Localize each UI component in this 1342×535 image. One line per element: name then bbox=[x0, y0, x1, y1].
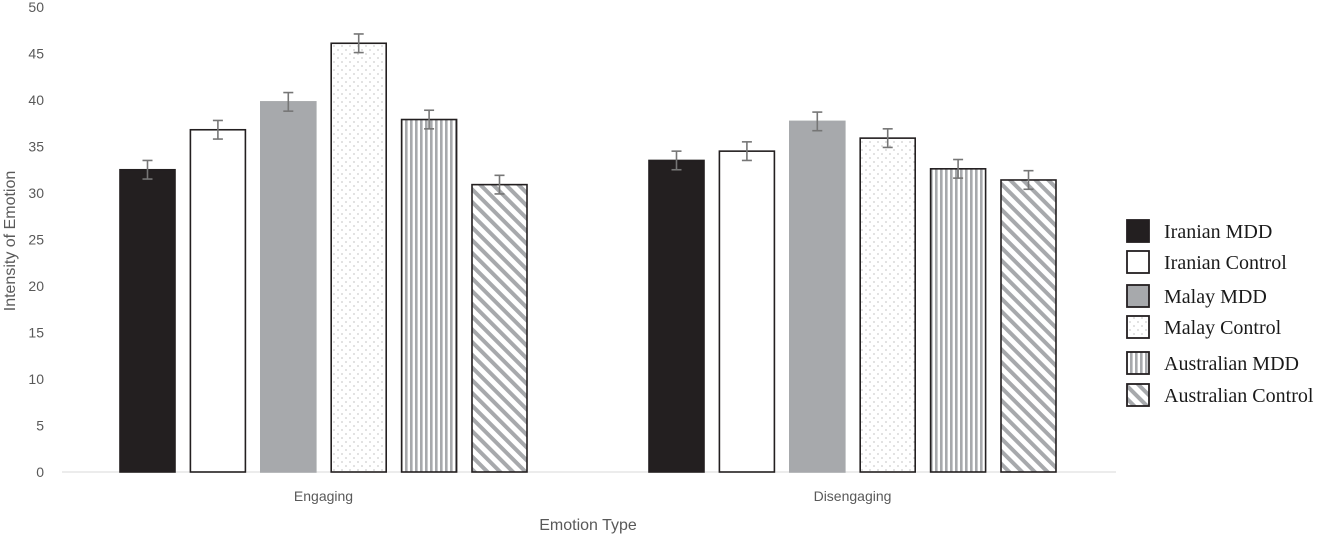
bar-malay-control-engaging bbox=[330, 42, 388, 473]
legend-swatch bbox=[1126, 351, 1150, 375]
x-axis-ticks: Engaging Disengaging bbox=[294, 488, 892, 504]
error-bar bbox=[671, 150, 682, 171]
legend-item: Malay MDD bbox=[1126, 284, 1267, 308]
x-axis-title: Emotion Type bbox=[539, 517, 637, 534]
error-bar bbox=[353, 33, 364, 54]
bar-malay-control-disengaging bbox=[859, 137, 917, 473]
bar-malay-mdd-engaging bbox=[259, 101, 317, 473]
error-bar bbox=[882, 128, 893, 149]
error-bar bbox=[283, 91, 294, 112]
x-tick-label: Disengaging bbox=[814, 488, 892, 504]
legend-label: Iranian MDD bbox=[1164, 221, 1272, 243]
legend-swatch bbox=[1126, 315, 1150, 339]
error-bar bbox=[953, 158, 964, 179]
legend-item: Malay Control bbox=[1126, 315, 1282, 339]
y-tick-label: 0 bbox=[36, 464, 44, 480]
y-tick-label: 35 bbox=[28, 139, 44, 155]
error-bar bbox=[1023, 169, 1034, 191]
legend-swatch bbox=[1126, 284, 1150, 308]
legend-swatch bbox=[1126, 250, 1150, 274]
legend: Iranian MDD Iranian Control Malay MDD Malay… bbox=[1126, 219, 1314, 407]
error-bar bbox=[424, 109, 435, 130]
y-tick-label: 45 bbox=[28, 46, 44, 62]
error-bar bbox=[741, 141, 752, 162]
x-tick-label: Engaging bbox=[294, 488, 353, 504]
legend-item: Iranian MDD bbox=[1126, 219, 1272, 243]
bar-iranian-mdd-engaging bbox=[119, 168, 176, 473]
y-tick-label: 20 bbox=[28, 278, 44, 294]
legend-item: Iranian Control bbox=[1126, 250, 1287, 274]
error-bar bbox=[142, 159, 153, 180]
error-bar bbox=[212, 119, 223, 140]
y-axis-title: Intensity of Emotion bbox=[2, 171, 19, 312]
bar-iranian-control-disengaging bbox=[718, 150, 776, 473]
y-tick-label: 5 bbox=[36, 418, 44, 434]
error-bar bbox=[812, 111, 823, 132]
y-axis-ticks: 0 5 10 15 20 25 30 35 40 45 50 bbox=[28, 0, 44, 480]
bar-australian-mdd-engaging bbox=[400, 118, 458, 473]
bar-australian-control-disengaging bbox=[1000, 179, 1057, 473]
legend-label: Iranian Control bbox=[1164, 252, 1287, 274]
bar-malay-mdd-disengaging bbox=[788, 120, 846, 473]
legend-label: Malay MDD bbox=[1164, 286, 1267, 308]
bar-iranian-control-engaging bbox=[189, 128, 247, 473]
y-tick-label: 10 bbox=[28, 371, 44, 387]
y-tick-label: 30 bbox=[28, 185, 44, 201]
error-bar bbox=[494, 174, 505, 195]
bar-iranian-mdd-disengaging bbox=[648, 159, 705, 473]
legend-item: Australian MDD bbox=[1126, 351, 1299, 375]
legend-label: Malay Control bbox=[1164, 317, 1282, 339]
bar-australian-mdd-disengaging bbox=[929, 168, 987, 473]
y-tick-label: 25 bbox=[28, 232, 44, 248]
y-tick-label: 15 bbox=[28, 325, 44, 341]
legend-swatch bbox=[1126, 383, 1150, 407]
y-tick-label: 40 bbox=[28, 92, 44, 108]
legend-item: Australian Control bbox=[1126, 383, 1314, 407]
y-tick-label: 50 bbox=[28, 0, 44, 15]
legend-label: Australian MDD bbox=[1164, 353, 1299, 375]
bars bbox=[119, 33, 1057, 473]
bar-australian-control-engaging bbox=[471, 183, 528, 473]
legend-swatch bbox=[1126, 219, 1150, 243]
legend-label: Australian Control bbox=[1164, 385, 1314, 407]
